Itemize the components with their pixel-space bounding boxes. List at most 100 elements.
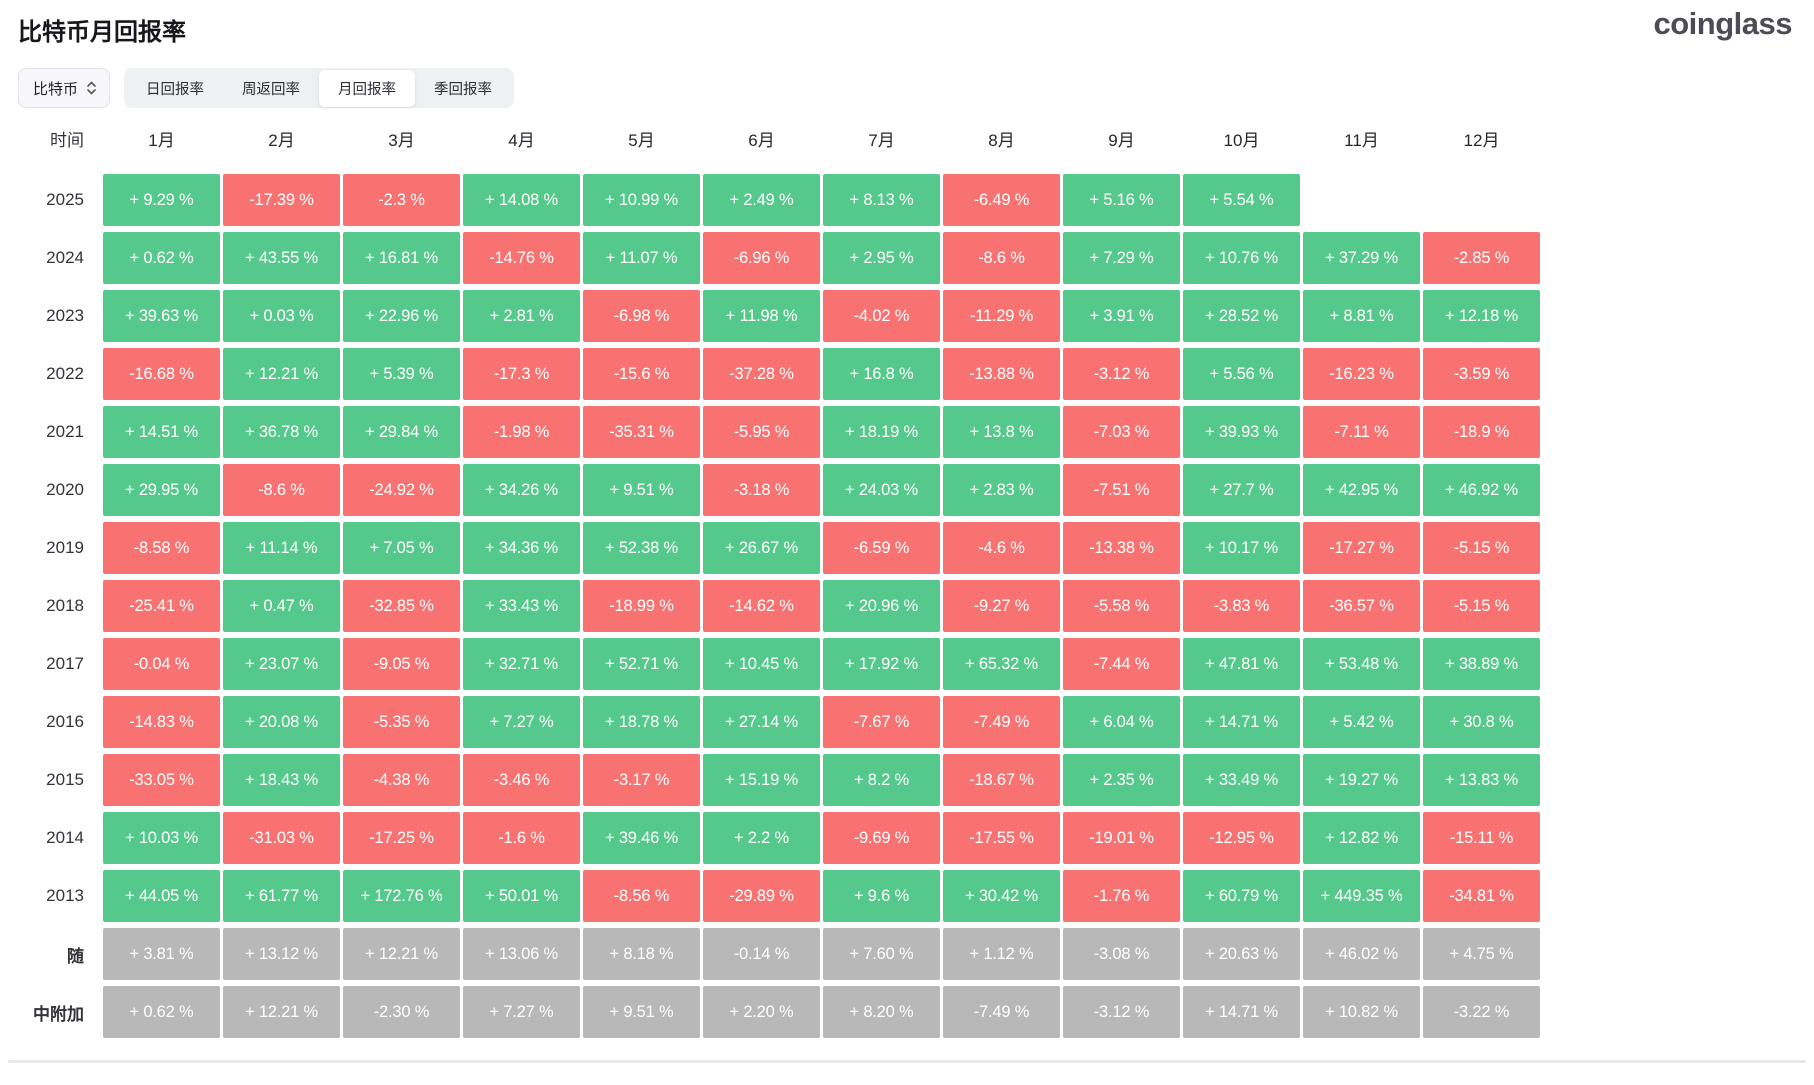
return-cell: -17.3 % <box>463 348 580 400</box>
return-cell: + 34.26 % <box>463 464 580 516</box>
month-column-header: 10月 <box>1223 130 1260 150</box>
return-cell: + 10.45 % <box>703 638 820 690</box>
return-cell: + 11.14 % <box>223 522 340 574</box>
return-cell: -8.6 % <box>943 232 1060 284</box>
return-cell: -3.59 % <box>1423 348 1540 400</box>
month-column-header: 9月 <box>1108 130 1135 150</box>
return-cell: + 17.92 % <box>823 638 940 690</box>
return-cell: -8.56 % <box>583 870 700 922</box>
return-cell: + 20.63 % <box>1183 928 1300 980</box>
return-cell: -3.22 % <box>1423 986 1540 1038</box>
coinglass-logo[interactable]: coinglass <box>1653 6 1793 41</box>
return-cell: + 5.39 % <box>343 348 460 400</box>
return-cell: -6.96 % <box>703 232 820 284</box>
return-cell: + 8.13 % <box>823 174 940 226</box>
return-cell: -14.62 % <box>703 580 820 632</box>
return-cell: + 16.8 % <box>823 348 940 400</box>
horizontal-scrollbar[interactable] <box>8 1060 1806 1063</box>
return-cell: + 12.21 % <box>343 928 460 980</box>
return-cell: + 3.81 % <box>103 928 220 980</box>
return-cell: + 8.20 % <box>823 986 940 1038</box>
return-cell: + 5.16 % <box>1063 174 1180 226</box>
tab-monthly-returns[interactable]: 月回报率 <box>319 69 416 107</box>
return-cell: -15.6 % <box>583 348 700 400</box>
return-cell: -2.85 % <box>1423 232 1540 284</box>
return-cell: + 18.43 % <box>223 754 340 806</box>
return-cell: + 30.42 % <box>943 870 1060 922</box>
month-column-header: 1月 <box>148 130 175 150</box>
return-cell: + 7.27 % <box>463 986 580 1038</box>
return-cell: -3.18 % <box>703 464 820 516</box>
return-cell: + 18.78 % <box>583 696 700 748</box>
return-cell: -5.95 % <box>703 406 820 458</box>
year-row-label: 2019 <box>46 538 84 557</box>
return-cell: + 52.38 % <box>583 522 700 574</box>
return-cell: -7.03 % <box>1063 406 1180 458</box>
return-cell: -1.6 % <box>463 812 580 864</box>
tab-daily-returns[interactable]: 日回报率 <box>146 81 205 98</box>
month-column-header: 7月 <box>868 130 895 150</box>
return-cell: + 172.76 % <box>343 870 460 922</box>
return-cell: + 23.07 % <box>223 638 340 690</box>
return-cell: -9.05 % <box>343 638 460 690</box>
return-cell: + 5.42 % <box>1303 696 1420 748</box>
return-cell: -14.83 % <box>103 696 220 748</box>
return-cell: + 60.79 % <box>1183 870 1300 922</box>
return-cell: -9.27 % <box>943 580 1060 632</box>
year-row-label: 2025 <box>46 190 84 209</box>
year-row-label: 2023 <box>46 306 84 325</box>
return-cell: + 20.08 % <box>223 696 340 748</box>
return-cell: -6.98 % <box>583 290 700 342</box>
return-cell: + 11.07 % <box>583 232 700 284</box>
return-cell: + 52.71 % <box>583 638 700 690</box>
return-cell: + 0.47 % <box>223 580 340 632</box>
return-cell: + 0.62 % <box>103 986 220 1038</box>
month-column-header: 12月 <box>1463 130 1500 150</box>
return-cell: + 26.67 % <box>703 522 820 574</box>
tab-quarterly-returns[interactable]: 季回报率 <box>434 81 493 98</box>
return-cell: -18.9 % <box>1423 406 1540 458</box>
return-cell: + 47.81 % <box>1183 638 1300 690</box>
return-cell: -14.76 % <box>463 232 580 284</box>
return-cell: + 8.81 % <box>1303 290 1420 342</box>
month-column-header: 5月 <box>628 130 655 150</box>
return-cell: + 12.21 % <box>223 348 340 400</box>
return-cell: -6.49 % <box>943 174 1060 226</box>
return-cell: + 2.20 % <box>703 986 820 1038</box>
coin-selector-dropdown[interactable]: 比特币 <box>18 68 111 108</box>
return-cell: + 5.54 % <box>1183 174 1300 226</box>
return-cell: + 12.18 % <box>1423 290 1540 342</box>
return-cell: + 13.06 % <box>463 928 580 980</box>
return-cell: + 53.48 % <box>1303 638 1420 690</box>
year-row-label: 2015 <box>46 770 84 789</box>
return-cell: -7.51 % <box>1063 464 1180 516</box>
return-cell: -17.27 % <box>1303 522 1420 574</box>
return-cell: + 449.35 % <box>1303 870 1420 922</box>
return-cell: + 7.05 % <box>343 522 460 574</box>
return-cell: -2.3 % <box>343 174 460 226</box>
return-cell: + 0.03 % <box>223 290 340 342</box>
summary-row-label: 随 <box>67 946 84 966</box>
return-cell: -5.35 % <box>343 696 460 748</box>
month-column-header: 6月 <box>748 130 775 150</box>
return-cell: -36.57 % <box>1303 580 1420 632</box>
year-row-label: 2024 <box>46 248 84 267</box>
return-cell: -6.59 % <box>823 522 940 574</box>
return-cell: + 22.96 % <box>343 290 460 342</box>
return-cell: + 8.2 % <box>823 754 940 806</box>
return-cell: -13.88 % <box>943 348 1060 400</box>
return-cell: -8.6 % <box>223 464 340 516</box>
return-cell: + 2.2 % <box>703 812 820 864</box>
return-cell: + 43.55 % <box>223 232 340 284</box>
return-cell: + 8.18 % <box>583 928 700 980</box>
return-cell: + 28.52 % <box>1183 290 1300 342</box>
return-cell: + 12.21 % <box>223 986 340 1038</box>
summary-row-label: 中附加 <box>33 1004 84 1024</box>
return-cell: -32.85 % <box>343 580 460 632</box>
return-cell: -29.89 % <box>703 870 820 922</box>
return-cell: -1.98 % <box>463 406 580 458</box>
return-cell: + 29.84 % <box>343 406 460 458</box>
return-cell: + 18.19 % <box>823 406 940 458</box>
tab-weekly-returns[interactable]: 周返回率 <box>242 81 301 98</box>
